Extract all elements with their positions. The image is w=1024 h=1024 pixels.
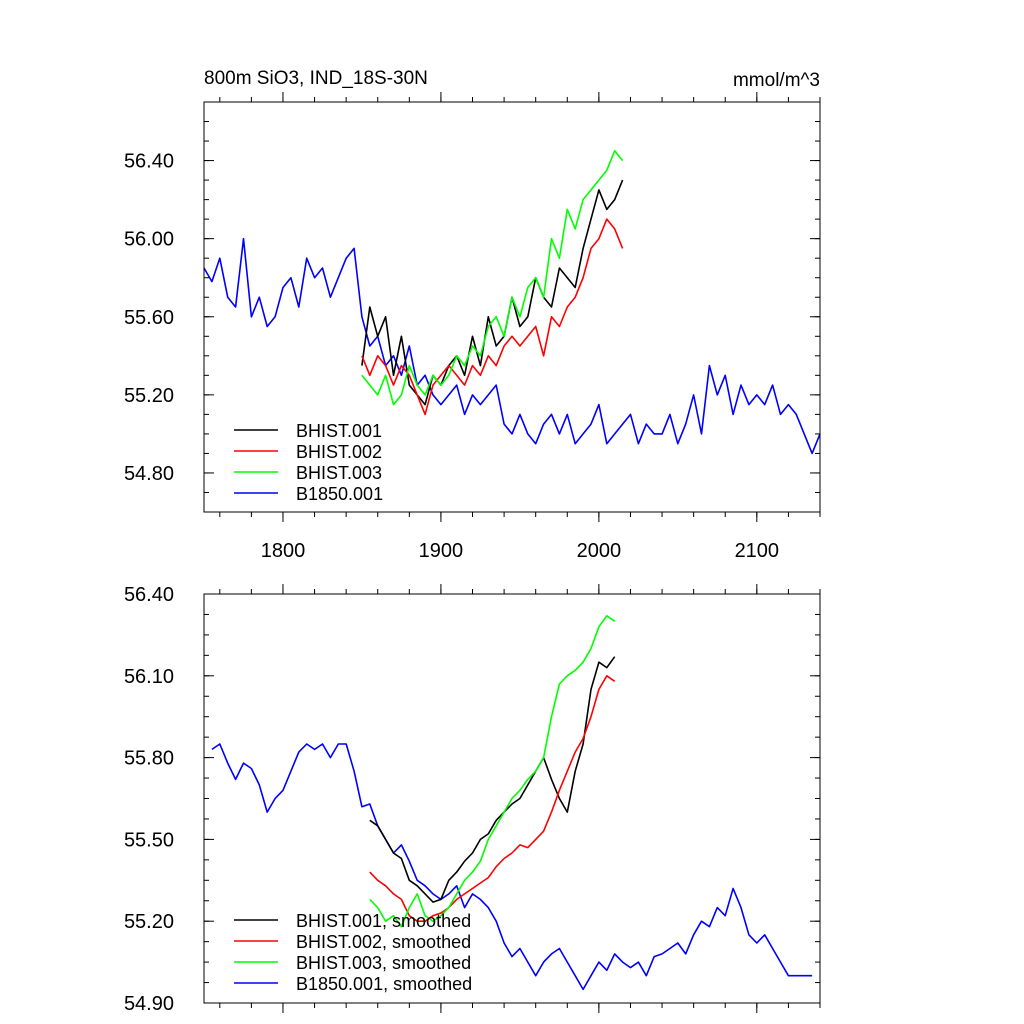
legend-label: B1850.001, smoothed — [296, 974, 472, 994]
series-line-bhist-002 — [361, 218, 624, 416]
y-tick-label: 56.00 — [124, 229, 174, 251]
y-tick-label: 56.10 — [124, 666, 174, 688]
y-tick-label: 54.90 — [124, 993, 174, 1015]
legend-label: BHIST.003 — [296, 463, 382, 483]
y-tick-label: 55.60 — [124, 307, 174, 329]
bottom-plot-area: 54.90 55.20 55.50 55.80 56.10 56.40 — [124, 584, 821, 1015]
plot-frame — [203, 101, 821, 513]
legend-label: B1850.001 — [296, 484, 383, 504]
bottom-panel: 54.90 55.20 55.50 55.80 56.10 56.40 BHIST.001… — [124, 584, 821, 1015]
x-tick-label: 2000 — [577, 540, 622, 562]
y-tick-label: 55.20 — [124, 911, 174, 933]
top-plot-area: 54.80 55.20 55.60 56.00 56.40 1800 1900 2000 210… — [124, 92, 821, 562]
y-tick-label: 55.50 — [124, 829, 174, 851]
series-line-bhist-002-smoothed — [369, 675, 616, 922]
series-line-b1850-001-smoothed — [211, 743, 813, 991]
top-panel-units: mmol/m^3 — [733, 70, 820, 91]
x-tick-label: 2100 — [735, 540, 780, 562]
y-tick-label: 54.80 — [124, 463, 174, 485]
top-panel-title: 800m SiO3, IND_18S-30N — [204, 68, 428, 89]
y-tick-label: 55.20 — [124, 385, 174, 407]
series-line-bhist-003 — [361, 150, 624, 406]
x-tick-label: 1900 — [419, 540, 464, 562]
legend-label: BHIST.001, smoothed — [296, 911, 471, 931]
y-tick-label: 55.80 — [124, 748, 174, 770]
top-panel: 800m SiO3, IND_18S-30N mmol/m^3 54.80 55.… — [124, 68, 821, 562]
legend-label: BHIST.001 — [296, 421, 382, 441]
legend-label: BHIST.002, smoothed — [296, 932, 471, 952]
legend-label: BHIST.003, smoothed — [296, 953, 471, 973]
y-tick-label: 56.40 — [124, 151, 174, 173]
series-line-bhist-003-smoothed — [369, 615, 616, 928]
legend-label: BHIST.002 — [296, 442, 382, 462]
series-line-bhist-001-smoothed — [369, 656, 616, 903]
series-line-b1850-001 — [203, 237, 821, 455]
series-line-bhist-001 — [361, 179, 624, 406]
x-tick-label: 1800 — [261, 540, 306, 562]
y-tick-label: 56.40 — [124, 584, 174, 606]
